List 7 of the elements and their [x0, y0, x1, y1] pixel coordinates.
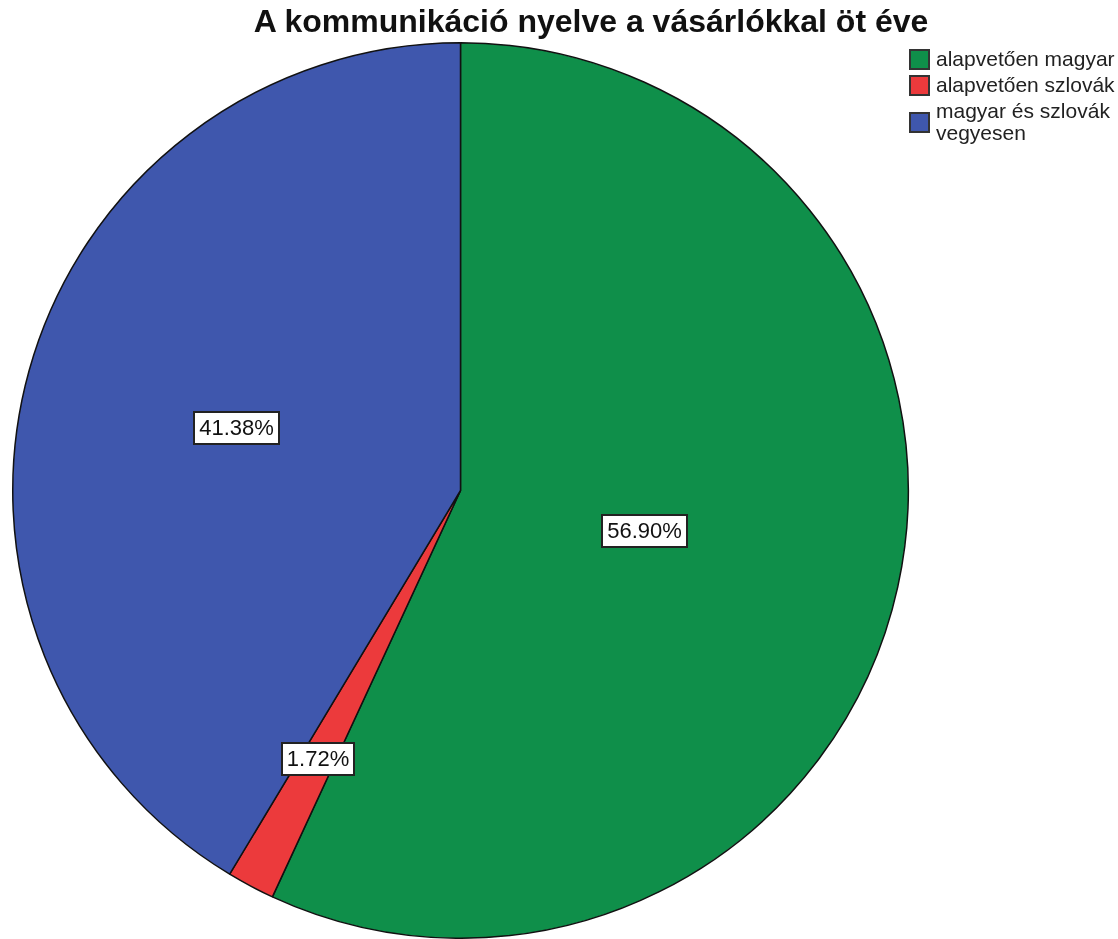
chart-title: A kommunikáció nyelve a vásárlókkal öt éve: [252, 2, 930, 40]
legend-label: magyar és szlovák vegyesen: [936, 99, 1111, 144]
data-label: 1.72%: [286, 746, 350, 772]
legend-label: alapvetően szlovák: [936, 73, 1116, 96]
legend-label: alapvetően magyar: [936, 47, 1116, 70]
data-label: 41.38%: [199, 415, 274, 441]
data-label: 56.90%: [607, 518, 682, 544]
